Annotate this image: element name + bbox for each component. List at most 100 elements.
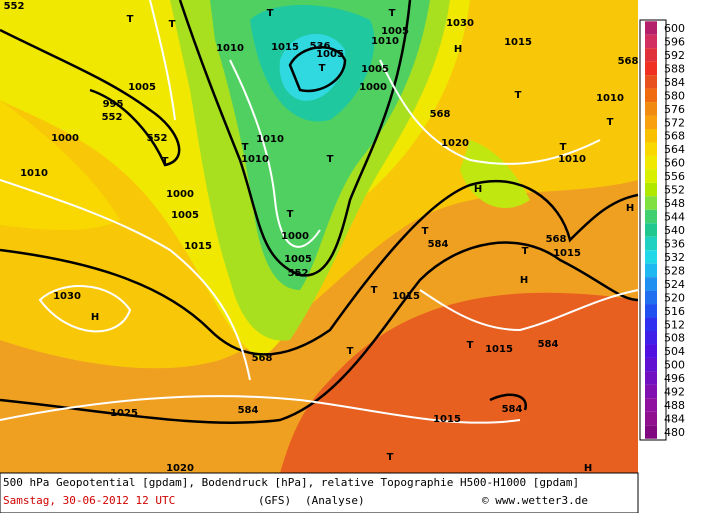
map-label: 552 (288, 268, 309, 279)
map-label: T (162, 156, 169, 167)
map-label: 568 (546, 234, 567, 245)
map-label: 1010 (20, 168, 48, 179)
map-label: 536 (310, 41, 331, 52)
legend-swatch (645, 411, 657, 426)
map-label: T (467, 340, 474, 351)
footer-credit: © www.wetter3.de (482, 494, 588, 507)
legend-label: 540 (664, 224, 685, 237)
legend-swatch (645, 209, 657, 224)
map-label: 1020 (166, 463, 194, 474)
map-label: 995 (103, 99, 124, 110)
map-label: T (319, 63, 326, 74)
map-label: 568 (252, 353, 273, 364)
legend-swatch (645, 142, 657, 156)
map-label: T (287, 209, 294, 220)
legend-swatch (645, 263, 657, 278)
legend-label: 528 (664, 264, 685, 277)
legend: 6005965925885845805765725685645605565525… (645, 21, 685, 439)
legend-label: 560 (664, 157, 685, 170)
legend-swatch (645, 331, 657, 345)
legend-label: 496 (664, 372, 685, 385)
legend-label: 592 (664, 49, 685, 62)
legend-swatch (645, 398, 657, 412)
footer-model: (GFS) (258, 494, 291, 507)
legend-label: 524 (664, 278, 685, 291)
map-label: T (515, 90, 522, 101)
legend-label: 500 (664, 359, 685, 372)
legend-swatch (645, 48, 657, 62)
map-label: 1010 (596, 93, 624, 104)
map-label: 1015 (485, 344, 513, 355)
map-label: 1010 (241, 154, 269, 165)
legend-label: 512 (664, 318, 685, 331)
map-label: 1000 (281, 231, 309, 242)
map-label: 1010 (371, 36, 399, 47)
legend-label: 580 (664, 89, 685, 102)
legend-swatch (645, 61, 657, 76)
map-label: 1010 (216, 43, 244, 54)
map-label: 1005 (361, 64, 389, 75)
legend-swatch (645, 169, 657, 183)
map-label: 1015 (504, 37, 532, 48)
map-label: H (474, 184, 482, 195)
map-label: T (327, 154, 334, 165)
map-label: 584 (502, 404, 523, 415)
footer-description: 500 hPa Geopotential [gpdam], Bodendruck… (3, 476, 579, 489)
legend-label: 484 (664, 413, 685, 426)
legend-swatch (645, 115, 657, 129)
legend-label: 492 (664, 386, 685, 399)
map-label: H (91, 312, 99, 323)
map-label: 1020 (441, 138, 469, 149)
map-label: T (560, 142, 567, 153)
map-label: 1010 (558, 154, 586, 165)
legend-swatch (645, 277, 657, 291)
map-label: T (347, 346, 354, 357)
map-label: T (522, 246, 529, 257)
legend-swatch (645, 196, 657, 210)
legend-label: 532 (664, 251, 685, 264)
legend-label: 480 (664, 426, 685, 439)
map-label: H (626, 203, 634, 214)
legend-label: 552 (664, 184, 685, 197)
map-label: H (520, 275, 528, 286)
legend-swatch (645, 21, 657, 35)
map-label: 1030 (53, 291, 81, 302)
legend-swatch (645, 88, 657, 103)
map-label: 1005 (128, 82, 156, 93)
legend-swatch (645, 344, 657, 358)
legend-label: 544 (664, 211, 685, 224)
legend-label: 568 (664, 130, 685, 143)
legend-label: 584 (664, 76, 685, 89)
legend-swatch (645, 371, 657, 385)
map-label: 1015 (433, 414, 461, 425)
legend-label: 504 (664, 345, 685, 358)
footer-date: Samstag, 30-06-2012 12 UTC (3, 494, 175, 507)
legend-label: 508 (664, 332, 685, 345)
map-label: 1005 (171, 210, 199, 221)
legend-frame (639, 19, 667, 441)
map-label: 552 (4, 1, 25, 12)
legend-label: 536 (664, 237, 685, 250)
legend-swatch (645, 129, 657, 143)
map-label: 584 (538, 339, 559, 350)
legend-swatch (645, 250, 657, 264)
footer-frame (0, 472, 639, 514)
map-label: 1000 (359, 82, 387, 93)
map (0, 0, 639, 473)
map-label: T (267, 8, 274, 19)
legend-swatch (645, 425, 657, 439)
legend-swatch (645, 155, 657, 170)
footer-run: (Analyse) (305, 494, 365, 507)
legend-label: 520 (664, 291, 685, 304)
map-label: 584 (238, 405, 259, 416)
legend-label: 576 (664, 103, 685, 116)
map-label: 1015 (271, 42, 299, 53)
legend-label: 548 (664, 197, 685, 210)
legend-swatch (645, 182, 657, 197)
map-label: 1000 (51, 133, 79, 144)
map-label: 568 (618, 56, 639, 67)
legend-swatch (645, 34, 657, 49)
map-label: 1010 (256, 134, 284, 145)
